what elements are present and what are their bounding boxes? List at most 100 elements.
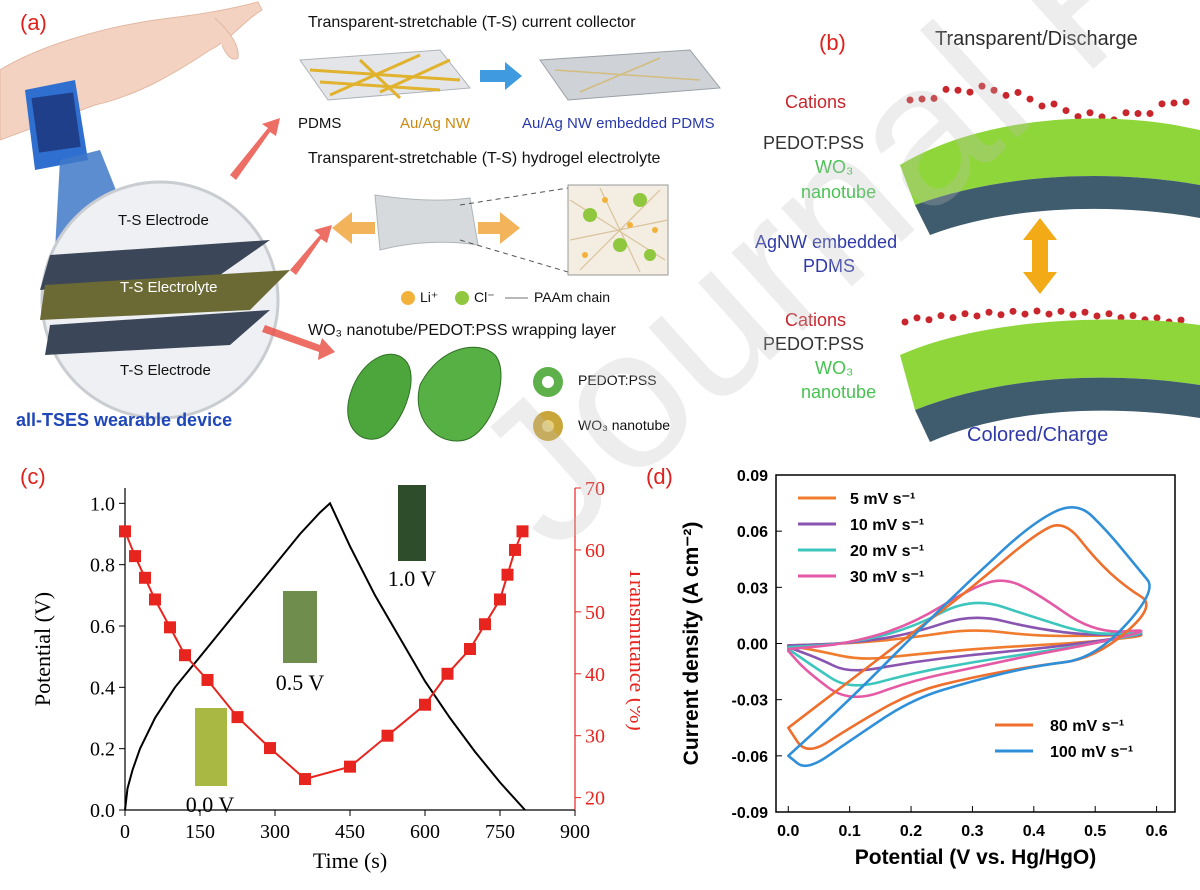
cation-dot (1014, 88, 1022, 96)
wo3-nanotube-2 (417, 346, 502, 442)
agnw-label: AgNW embedded (755, 232, 898, 252)
embedded-pdms-label: Au/Ag NW embedded PDMS (522, 115, 715, 132)
transmittance-marker (509, 543, 521, 556)
nanotube-label-top: nanotube (801, 182, 877, 202)
cation-dot (930, 94, 938, 102)
cation-dots-top (906, 82, 1190, 124)
d-x-tick-label: 0.3 (961, 823, 983, 840)
panel-a: (a) (0, 0, 740, 450)
colored-charge-title: Colored/Charge (967, 424, 1109, 446)
arrow-to-electrolyte (290, 225, 332, 275)
d-y-tick-label: 0.00 (737, 637, 768, 654)
transmittance-marker (501, 568, 514, 581)
li-legend-label: Li⁺ (420, 289, 439, 305)
potential-line (124, 501, 526, 811)
c-y2-axis-title: Transmittance (%) (625, 567, 640, 731)
transmittance-marker (441, 667, 454, 680)
c-x-tick-label: 750 (485, 821, 515, 843)
cation-dot (949, 314, 957, 322)
sample-photo-label: 1.0 V (388, 566, 437, 591)
transmittance-marker (149, 593, 161, 606)
d-y-tick-label: -0.03 (732, 693, 769, 710)
device-label: all-TSES wearable device (16, 410, 233, 430)
wearable-screen (31, 92, 81, 153)
cl-legend-label: Cl⁻ (474, 289, 495, 305)
pedot-label-bottom: PEDOT:PSS (763, 334, 865, 354)
cation-dot (942, 85, 950, 93)
sample-photo-label: 0.0 V (186, 792, 235, 817)
sample-photo (398, 485, 426, 561)
cations-label-top: Cations (785, 92, 847, 112)
cation-dot (1146, 110, 1154, 118)
d-legend-label: 20 mV s⁻¹ (850, 543, 924, 560)
transmittance-marker (179, 649, 191, 662)
transmittance-potential-chart: 0 150 300 450 600 750 900 0.0 0.2 0.4 0.6 0.8 1.0 20 3… (30, 478, 640, 873)
c-x-tick-label: 0 (120, 821, 130, 843)
wo3-nanotube-1 (347, 353, 412, 440)
cation-dot (997, 311, 1005, 319)
c-x-tick-label: 300 (260, 821, 290, 843)
electrolyte-layer (40, 270, 290, 320)
c-y2-tick-label: 60 (585, 540, 605, 562)
cation-dot (1134, 110, 1142, 118)
transmittance-marker (381, 729, 394, 742)
cation-dot (978, 82, 986, 90)
panel-a-illustration (0, 1, 721, 442)
c-y-tick-label: 0.6 (90, 616, 115, 638)
c-y2-tick-label: 40 (585, 664, 605, 686)
pedot-label: PEDOT:PSS (578, 372, 657, 388)
cation-dot (1081, 308, 1089, 316)
d-x-tick-label: 0.4 (1023, 823, 1045, 840)
c-y2-tick-label: 30 (585, 726, 605, 748)
transmittance-marker (479, 618, 491, 631)
cation-dot (1129, 312, 1137, 320)
c-y-tick-label: 0.0 (90, 800, 115, 822)
li-legend-dot (401, 291, 415, 305)
nanowires-left (309, 53, 461, 100)
d-legend-label: 30 mV s⁻¹ (850, 569, 924, 586)
transmittance-marker (516, 525, 529, 538)
transmittance-marker (264, 742, 276, 755)
electrode-bottom-label: T-S Electrode (120, 362, 211, 379)
cation-dot (906, 96, 914, 104)
cation-dot (1038, 102, 1046, 110)
c-y2-tick-label: 20 (585, 788, 605, 810)
cation-dot (985, 308, 993, 316)
cv-curve (787, 524, 1148, 751)
transmittance-marker (344, 760, 356, 773)
transmittance-marker (299, 773, 311, 786)
cations-label-bottom: Cations (785, 310, 847, 330)
d-x-axis-title: Potential (V vs. Hg/HgO) (855, 846, 1097, 869)
cation-dot (1170, 99, 1178, 107)
cation-dot (1074, 113, 1082, 121)
cation-dot (961, 310, 969, 318)
d-y-tick-label: -0.09 (732, 805, 769, 822)
cation-dot (1122, 109, 1130, 117)
d-y-tick-label: 0.06 (737, 524, 768, 541)
nanotube-label-bottom: nanotube (801, 382, 877, 402)
d-y-tick-label: -0.06 (732, 749, 769, 766)
cv-curve (787, 629, 1143, 660)
wo3-label: WO₃ nanotube (578, 417, 671, 433)
stretch-arrow-right (478, 212, 520, 244)
pdms-label-b: PDMS (803, 256, 856, 276)
d-y-tick-label: 0.09 (737, 468, 768, 485)
switch-arrow (1023, 218, 1057, 294)
pdms-label: PDMS (298, 115, 342, 132)
cation-dot (954, 86, 962, 94)
cation-dot (1026, 95, 1034, 103)
panel-c: (c) 0 150 300 450 600 750 900 0.0 0.2 0.4 0.6 0.8 1.… (0, 450, 640, 890)
transmittance-marker (419, 698, 431, 711)
cation-dot (1002, 91, 1010, 99)
cl-legend-dot (455, 291, 469, 305)
cation-dot (1182, 98, 1190, 106)
d-x-tick-label: 0.0 (777, 823, 799, 840)
cv-curve (787, 506, 1151, 768)
wo3-layer-bottom (900, 319, 1200, 410)
cation-dot (1021, 310, 1029, 318)
d-x-tick-label: 0.5 (1084, 823, 1106, 840)
wo3-label-bottom: WO₃ (815, 358, 854, 378)
hydrogel-sheet (374, 194, 479, 251)
transmittance-marker (494, 593, 506, 606)
panel-d-label: (d) (646, 464, 673, 489)
